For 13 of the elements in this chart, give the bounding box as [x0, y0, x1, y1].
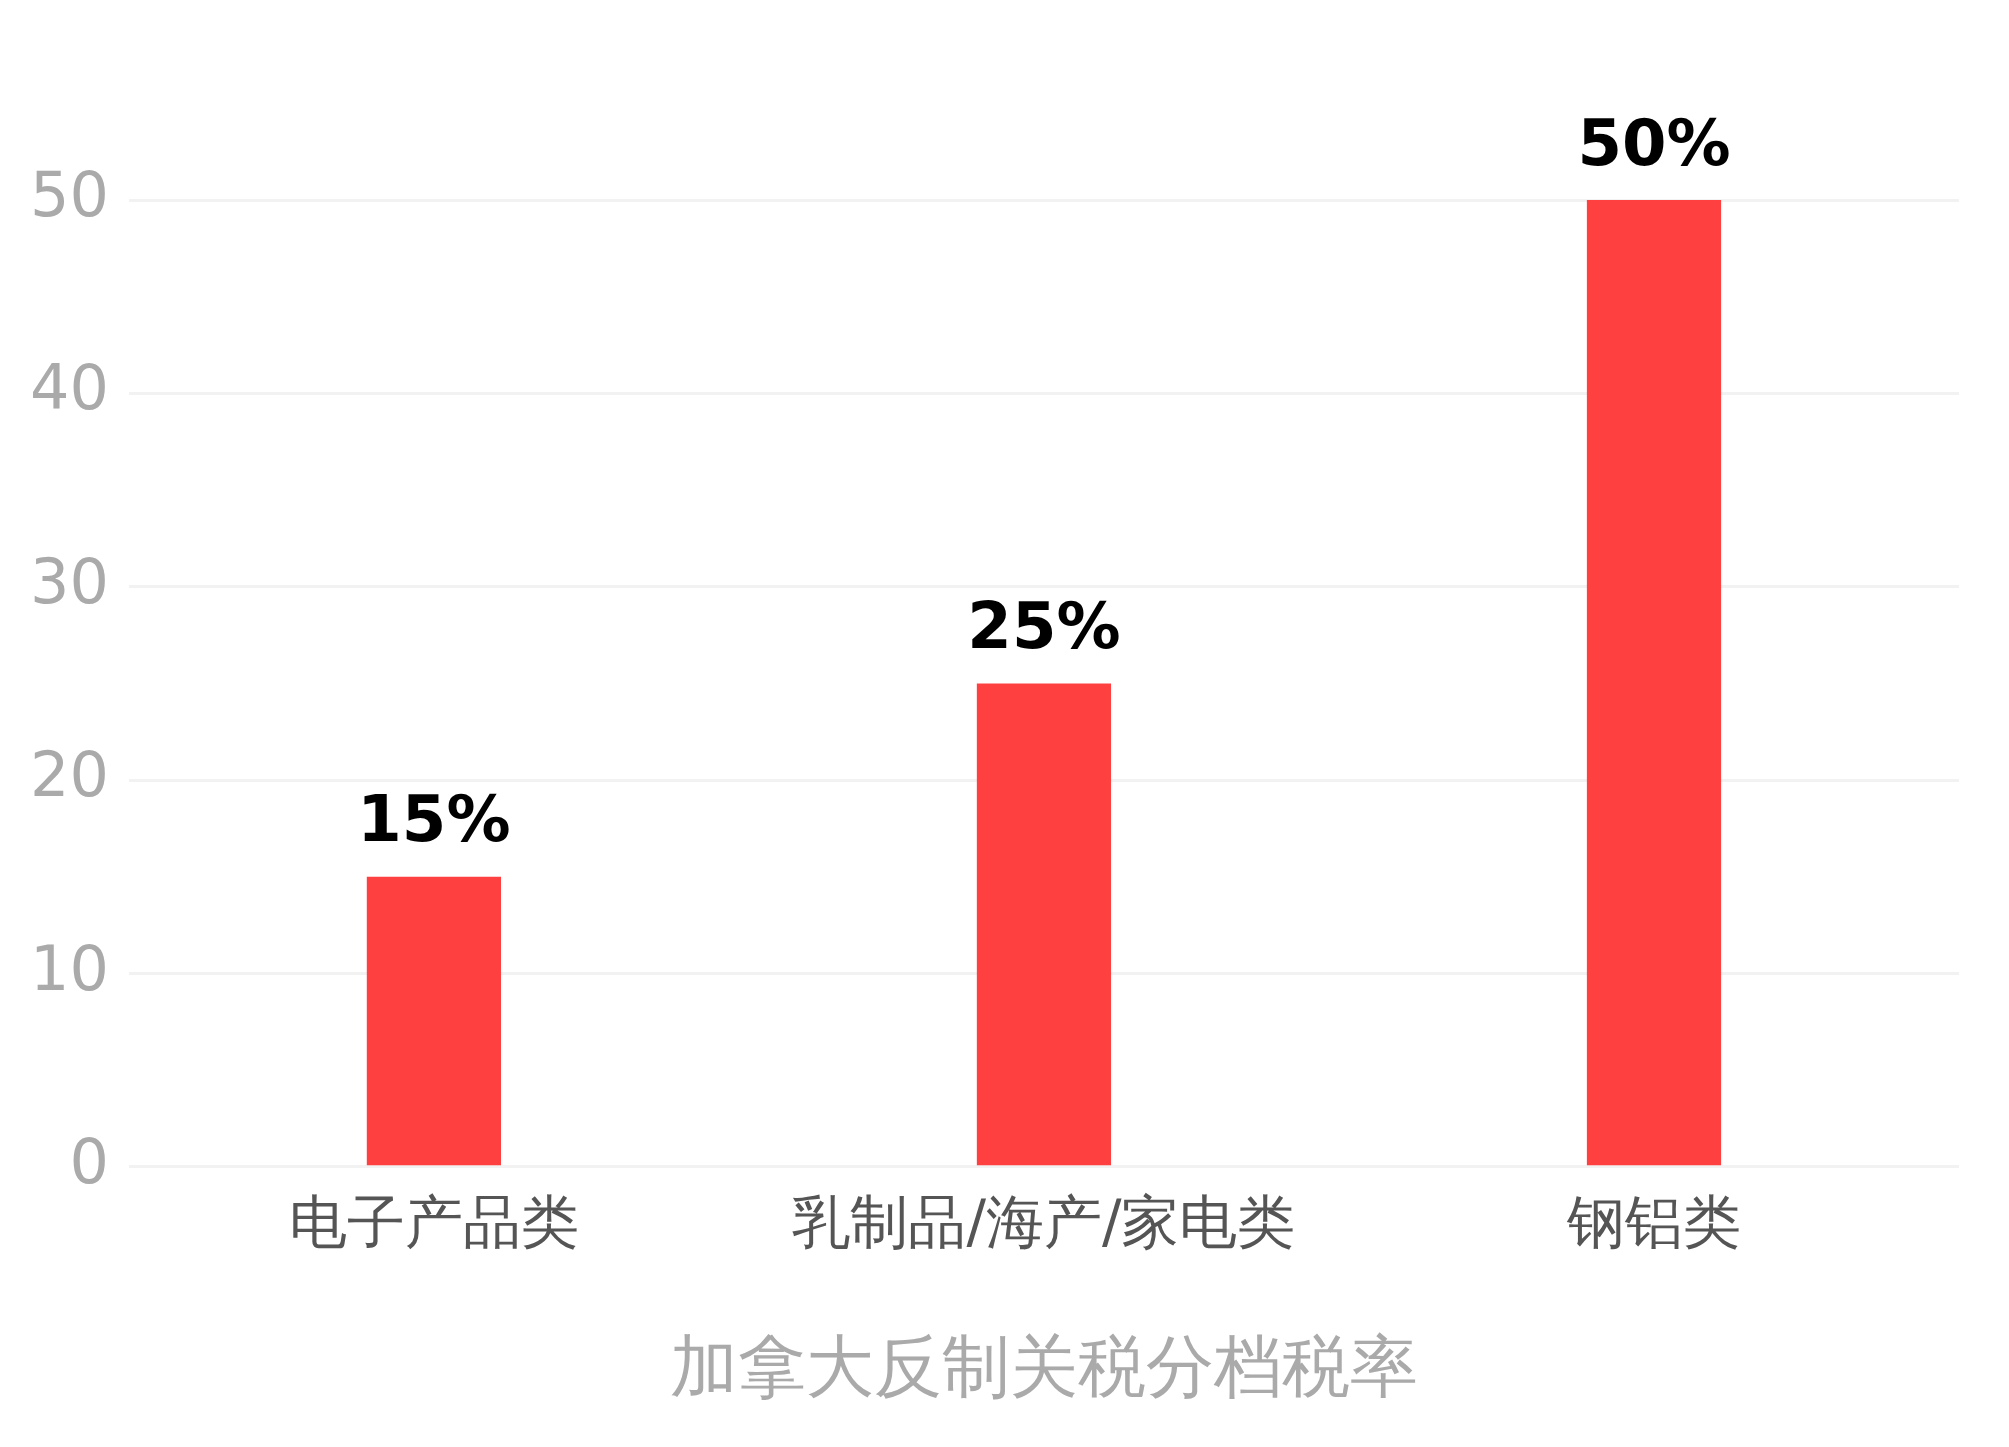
data-label: 50%	[1577, 105, 1731, 180]
y-tick-label: 40	[29, 351, 109, 425]
x-tick-label: 乳制品/海产/家电类	[792, 1187, 1296, 1256]
x-tick-label: 钢铝类	[1565, 1187, 1741, 1256]
x-tick-label: 电子产品类	[288, 1187, 579, 1256]
y-tick-label: 50	[29, 158, 109, 232]
y-tick-label: 30	[29, 544, 109, 618]
y-tick-label: 0	[69, 1124, 109, 1198]
data-label: 15%	[357, 782, 511, 857]
data-label: 25%	[967, 589, 1121, 664]
y-tick-label: 20	[29, 738, 109, 812]
y-tick-label: 10	[29, 931, 109, 1005]
x-axis-title: 加拿大反制关税分档税率	[669, 1326, 1418, 1406]
